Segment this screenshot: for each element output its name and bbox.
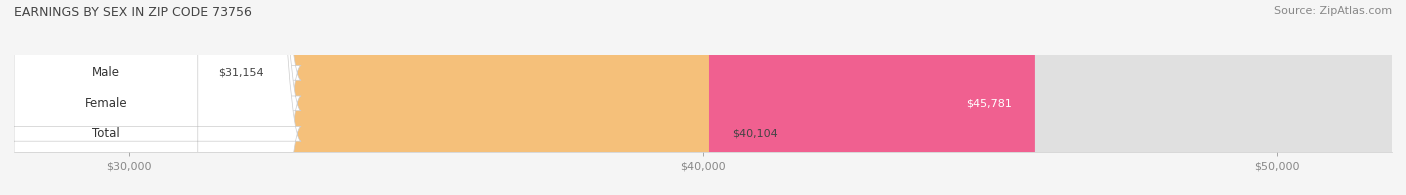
FancyBboxPatch shape [0,0,474,195]
Text: $31,154: $31,154 [218,68,264,78]
FancyBboxPatch shape [0,0,301,195]
Text: $40,104: $40,104 [733,129,778,139]
Text: Male: Male [91,66,120,79]
FancyBboxPatch shape [14,0,1392,195]
FancyBboxPatch shape [0,0,301,195]
FancyBboxPatch shape [0,0,301,195]
Text: Female: Female [84,97,127,110]
Text: $45,781: $45,781 [966,98,1012,108]
FancyBboxPatch shape [14,0,1392,195]
FancyBboxPatch shape [14,0,1392,195]
Text: Source: ZipAtlas.com: Source: ZipAtlas.com [1274,6,1392,16]
Text: Total: Total [91,127,120,140]
FancyBboxPatch shape [14,0,709,195]
FancyBboxPatch shape [14,0,1035,195]
Text: EARNINGS BY SEX IN ZIP CODE 73756: EARNINGS BY SEX IN ZIP CODE 73756 [14,6,252,19]
